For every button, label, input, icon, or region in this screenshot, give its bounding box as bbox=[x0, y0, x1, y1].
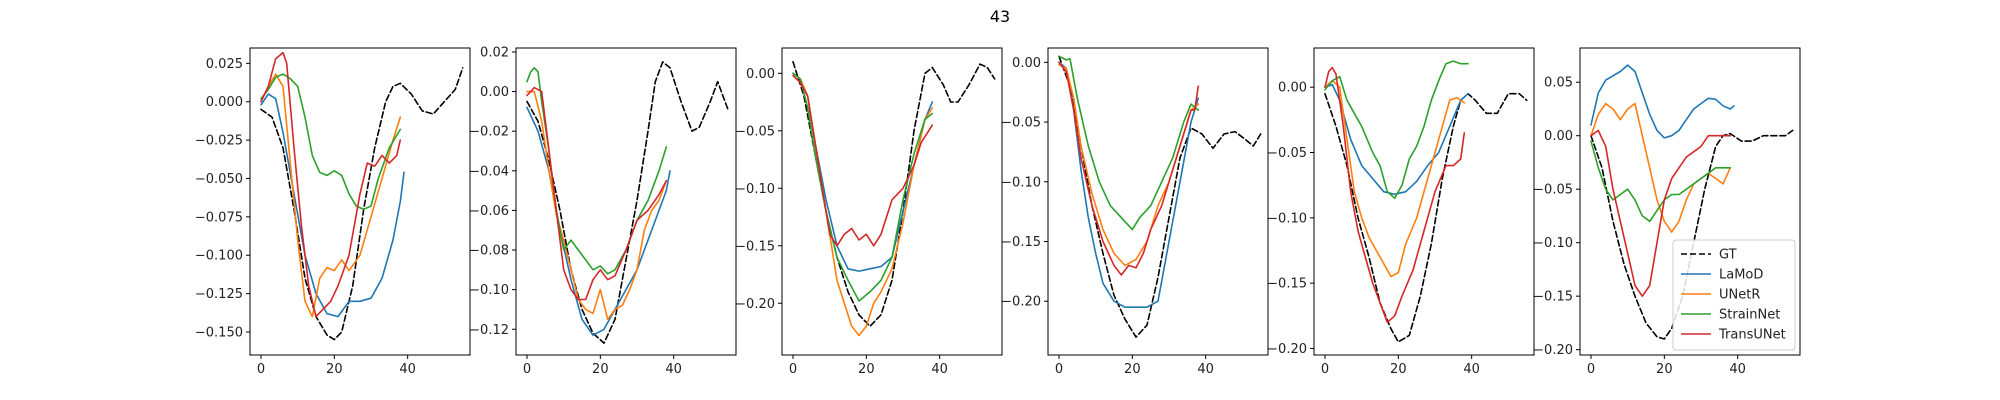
y-tick-label: −0.15 bbox=[735, 239, 775, 254]
y-tick-label: −0.150 bbox=[195, 325, 243, 340]
legend-box bbox=[1672, 239, 1796, 351]
series-transunet-line bbox=[526, 86, 668, 301]
y-tick-label: −0.08 bbox=[469, 244, 509, 259]
x-tick-label: 20 bbox=[1390, 362, 1407, 377]
legend-label-transunet: TransUNet bbox=[1718, 328, 1786, 343]
x-tick-label: 20 bbox=[592, 362, 609, 377]
y-tick-label: −0.10 bbox=[1267, 211, 1307, 226]
series-gt-line bbox=[1590, 129, 1794, 340]
series-gt-line bbox=[1324, 92, 1528, 343]
y-tick-label: −0.125 bbox=[195, 287, 243, 302]
series-unetr-line bbox=[260, 73, 402, 318]
x-tick-label: 40 bbox=[1729, 362, 1746, 377]
series-strainnet-line bbox=[1058, 55, 1200, 231]
x-tick-label: 0 bbox=[1321, 362, 1329, 377]
y-tick-label: −0.12 bbox=[469, 323, 509, 338]
series-transunet-line bbox=[1324, 66, 1466, 324]
axes-frame bbox=[249, 47, 471, 356]
y-tick-label: −0.050 bbox=[195, 172, 243, 187]
series-lamod-line bbox=[1058, 61, 1200, 308]
x-tick-label: 0 bbox=[1055, 362, 1063, 377]
series-transunet-line bbox=[1058, 61, 1200, 276]
y-tick-label: −0.15 bbox=[1001, 235, 1041, 250]
axes-frame bbox=[781, 47, 1003, 356]
y-tick-label: 0.00 bbox=[1278, 81, 1307, 96]
series-strainnet-line bbox=[526, 67, 668, 275]
x-tick-label: 40 bbox=[1197, 362, 1214, 377]
x-tick-label: 0 bbox=[789, 362, 797, 377]
series-strainnet-line bbox=[1590, 140, 1732, 223]
series-unetr-line bbox=[526, 90, 668, 321]
y-tick-label: −0.10 bbox=[1533, 236, 1573, 251]
series-gt-line bbox=[526, 61, 730, 344]
axes-frame bbox=[1047, 47, 1269, 356]
legend-label-strainnet: StrainNet bbox=[1719, 308, 1780, 323]
x-tick-label: 40 bbox=[1463, 362, 1480, 377]
series-unetr-line bbox=[1324, 79, 1466, 278]
series-strainnet-line bbox=[1324, 60, 1469, 199]
subplot-2: 0 20 40 0.02 0.00 −0.02 −0.04 −0.06 −0.08 −0.10 −0… bbox=[469, 45, 737, 377]
series-lamod-line bbox=[260, 93, 405, 318]
y-tick-label: 0.00 bbox=[1012, 56, 1041, 71]
y-tick-label: −0.100 bbox=[195, 249, 243, 264]
legend-label-lamod: LaMoD bbox=[1719, 268, 1763, 283]
subplot-4: 0 20 40 0.00 −0.05 −0.10 −0.15 −0.20 bbox=[1001, 47, 1269, 377]
y-tick-label: 0.000 bbox=[206, 95, 243, 110]
x-tick-label: 20 bbox=[326, 362, 343, 377]
y-tick-label: −0.15 bbox=[1267, 277, 1307, 292]
x-tick-label: 40 bbox=[665, 362, 682, 377]
y-tick-label: 0.00 bbox=[480, 85, 509, 100]
y-tick-label: −0.20 bbox=[1267, 342, 1307, 357]
series-lamod-line bbox=[1590, 64, 1735, 139]
y-tick-label: −0.05 bbox=[735, 124, 775, 139]
y-tick-label: 0.02 bbox=[480, 45, 509, 60]
x-tick-label: 20 bbox=[1124, 362, 1141, 377]
series-strainnet-line bbox=[792, 72, 934, 302]
subplot-5: 0 20 40 0.00 −0.05 −0.10 −0.15 −0.20 bbox=[1267, 47, 1535, 377]
y-tick-label: −0.05 bbox=[1533, 183, 1573, 198]
legend-label-unetr: UNetR bbox=[1719, 288, 1760, 303]
series-strainnet-line bbox=[260, 73, 402, 210]
x-tick-label: 20 bbox=[1656, 362, 1673, 377]
y-tick-label: −0.05 bbox=[1001, 116, 1041, 131]
y-tick-label: −0.025 bbox=[195, 134, 243, 149]
figure-title: 43 bbox=[990, 7, 1010, 26]
x-tick-label: 0 bbox=[1587, 362, 1595, 377]
legend-label-gt: GT bbox=[1719, 248, 1737, 263]
x-tick-label: 40 bbox=[931, 362, 948, 377]
y-tick-label: −0.10 bbox=[469, 283, 509, 298]
series-unetr-line bbox=[792, 72, 934, 337]
y-tick-label: −0.02 bbox=[469, 125, 509, 140]
y-tick-label: 0.00 bbox=[746, 67, 775, 82]
y-tick-label: 0.025 bbox=[206, 57, 243, 72]
axes-frame bbox=[515, 47, 737, 356]
y-tick-label: 0.05 bbox=[1544, 76, 1573, 91]
subplot-1: 0 20 40 0.025 0.000 −0.025 −0.050 −0.075 −0.100 −… bbox=[195, 47, 471, 377]
x-tick-label: 0 bbox=[523, 362, 531, 377]
x-tick-label: 20 bbox=[858, 362, 875, 377]
y-tick-label: −0.10 bbox=[735, 182, 775, 197]
y-tick-label: −0.10 bbox=[1001, 175, 1041, 190]
y-tick-label: −0.20 bbox=[1001, 295, 1041, 310]
y-tick-label: −0.05 bbox=[1267, 146, 1307, 161]
x-tick-label: 0 bbox=[257, 362, 265, 377]
axes-frame bbox=[1313, 47, 1535, 356]
legend: GT LaMoD UNetR StrainNet TransUNet bbox=[1672, 239, 1796, 351]
y-tick-label: −0.20 bbox=[735, 297, 775, 312]
y-tick-label: −0.075 bbox=[195, 210, 243, 225]
y-tick-label: −0.20 bbox=[1533, 343, 1573, 358]
y-tick-label: −0.15 bbox=[1533, 290, 1573, 305]
x-tick-label: 40 bbox=[399, 362, 416, 377]
y-tick-label: −0.06 bbox=[469, 204, 509, 219]
series-transunet-line bbox=[260, 51, 402, 318]
series-transunet-line bbox=[1590, 129, 1732, 297]
panels: 0 20 400.0250.000−0.025−0.050−0.075−0.100−… bbox=[195, 45, 1801, 377]
y-tick-label: 0.00 bbox=[1544, 129, 1573, 144]
subplot-6: 0 20 40 0.05 0.00 −0.05 −0.10 −0.15 −0.20 bbox=[1533, 47, 1801, 377]
subplot-3: 0 20 40 0.00 −0.05 −0.10 −0.15 −0.20 bbox=[735, 47, 1003, 377]
y-tick-label: −0.04 bbox=[469, 164, 509, 179]
axes-frame bbox=[1579, 47, 1801, 356]
series-transunet-line bbox=[792, 74, 934, 247]
